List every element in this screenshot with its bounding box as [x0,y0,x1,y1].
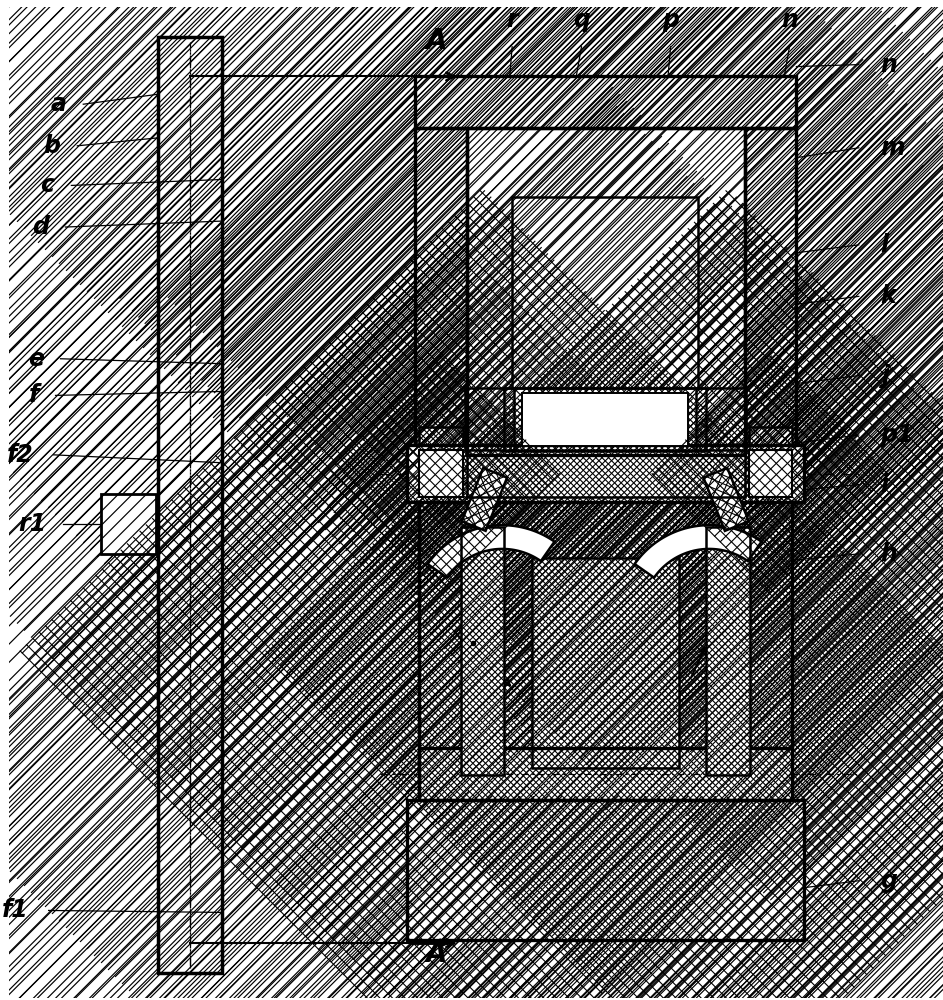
Polygon shape [427,525,554,578]
Bar [706,527,750,775]
Bar [706,527,750,775]
Text: r: r [506,8,518,32]
Bar [419,450,463,497]
Bar [749,427,792,445]
Text: e: e [27,347,43,371]
Bar [419,748,792,800]
Text: a: a [50,92,66,116]
Bar [749,427,792,445]
Text: p: p [662,8,679,32]
Bar [419,450,463,497]
Bar [415,76,797,128]
Bar [407,800,804,940]
Text: f1: f1 [2,898,29,922]
Polygon shape [462,468,507,531]
Text: A: A [426,940,448,968]
Text: h: h [881,542,898,566]
Bar [749,450,792,497]
Bar [469,752,743,796]
Text: q: q [573,8,590,32]
Text: p1: p1 [881,423,914,447]
Bar [465,388,514,451]
Bar [467,128,745,455]
Bar [505,388,706,451]
Text: n: n [781,8,798,32]
Bar [460,527,505,775]
Bar [419,427,463,445]
Polygon shape [703,468,749,531]
Bar [407,800,804,940]
Text: f: f [28,383,39,407]
Bar [419,450,463,497]
Bar [532,558,679,768]
Text: g: g [881,869,898,893]
Bar [419,748,792,800]
Bar [465,388,514,451]
Bar [706,527,750,775]
Bar [460,527,505,775]
Text: i: i [881,473,888,497]
Polygon shape [635,525,762,578]
Bar [419,427,463,445]
Bar [696,388,746,451]
Bar [696,388,746,451]
Text: j: j [881,364,888,388]
Bar [415,76,797,128]
Bar [522,393,688,446]
Bar [749,427,792,445]
Bar [157,37,222,973]
Text: b: b [43,134,60,158]
Text: A: A [426,27,448,55]
Text: k: k [881,284,897,308]
Bar [415,128,467,455]
Bar [749,450,792,497]
Bar [157,37,222,973]
Bar [512,197,699,388]
Bar [467,450,745,497]
Bar [467,128,745,455]
Bar [407,445,804,502]
Bar [407,445,804,502]
Bar [745,128,797,455]
Bar [415,76,797,128]
Bar [419,455,792,801]
Bar [749,450,792,497]
Bar [415,128,467,455]
Bar [101,494,156,554]
Bar [419,427,463,445]
Bar [514,388,696,451]
Bar [749,450,792,497]
Bar [415,128,467,455]
Text: d: d [32,215,49,239]
Text: m: m [881,136,905,160]
Bar [407,800,804,940]
Bar [467,450,745,497]
Bar [706,527,750,775]
Bar [512,197,699,388]
Bar [465,388,514,451]
Bar [745,128,797,455]
Bar [419,748,792,800]
Bar [157,37,222,973]
Bar [419,450,463,497]
Bar [696,388,746,451]
Bar [407,445,804,502]
Bar [512,197,699,388]
Text: l: l [881,233,888,257]
Bar [745,128,797,455]
Bar [460,527,505,775]
Text: c: c [41,173,55,197]
Bar [460,527,505,775]
Text: f2: f2 [7,443,34,467]
Text: r1: r1 [19,512,46,536]
Text: n: n [881,53,898,77]
